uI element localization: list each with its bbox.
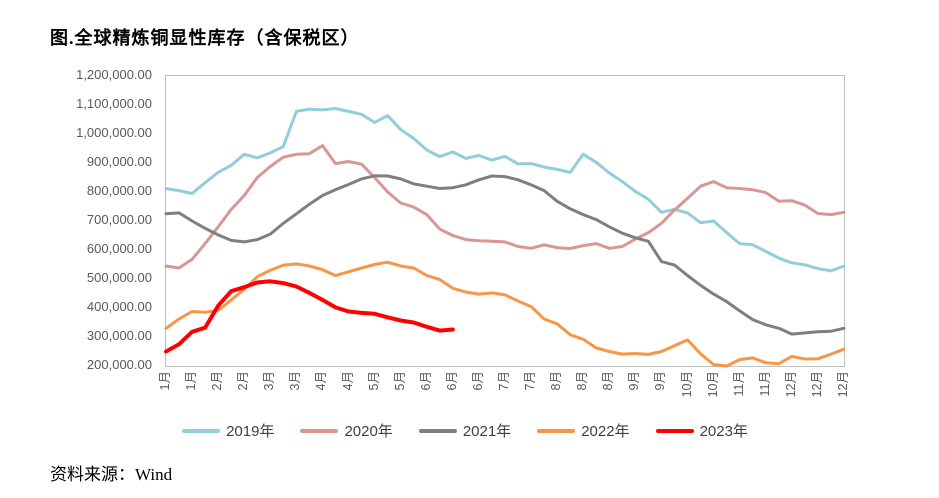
legend-label: 2022年	[581, 423, 630, 440]
source-note: 资料来源：Wind	[50, 465, 173, 484]
x-axis-tick-label: 9月	[653, 371, 668, 391]
legend-swatch-2020年	[300, 428, 339, 433]
x-axis-tick-label: 12月	[809, 371, 824, 398]
x-axis-tick-label: 3月	[288, 371, 303, 391]
y-axis-tick-label: 900,000.00	[86, 154, 152, 169]
legend-item-2021年: 2021年	[418, 420, 512, 441]
legend-swatch-2021年	[418, 428, 457, 433]
x-axis-tick-label: 4月	[314, 371, 329, 391]
legend-label: 2023年	[699, 423, 748, 440]
x-axis-tick-label: 4月	[340, 371, 355, 391]
legend-label: 2019年	[226, 423, 275, 440]
x-axis-tick-label: 2月	[236, 371, 251, 391]
x-axis-tick-label: 12月	[783, 371, 798, 398]
series-line-2022年	[164, 260, 846, 368]
legend-item-2019年: 2019年	[182, 420, 274, 441]
series-line-2023年	[164, 279, 455, 354]
x-axis-tick-label: 8月	[575, 371, 590, 391]
x-axis-tick-label: 3月	[262, 371, 277, 391]
legend-item-2023年: 2023年	[655, 420, 748, 441]
x-axis-tick-label: 1月	[158, 371, 172, 391]
x-axis-tick-label: 11月	[757, 371, 772, 397]
legend-label: 2021年	[462, 423, 512, 440]
x-axis-tick-label: 10月	[679, 371, 694, 398]
legend-swatch-2023年	[655, 428, 694, 433]
series-line-2020年	[164, 144, 846, 270]
series-line-2021年	[164, 174, 846, 336]
x-axis-tick-label: 8月	[549, 371, 564, 391]
x-axis-tick-label: 10月	[705, 371, 720, 398]
x-axis-tick-label: 6月	[418, 371, 433, 391]
y-axis-tick-label: 1,000,000.00	[76, 125, 152, 140]
x-axis-tick-label: 7月	[497, 371, 511, 391]
x-axis-tick-label: 7月	[523, 371, 538, 391]
x-axis-tick-label: 12月	[836, 371, 850, 398]
y-axis-tick-label: 400,000.00	[86, 299, 152, 314]
y-axis-tick-label: 1,100,000.00	[76, 96, 152, 111]
y-axis-tick-label: 200,000.00	[86, 357, 152, 372]
y-axis-tick-label: 700,000.00	[86, 212, 152, 227]
y-axis-tick-label: 300,000.00	[86, 328, 152, 343]
legend-swatch-2019年	[182, 428, 221, 433]
legend-swatch-2022年	[537, 428, 576, 433]
series-line-2019年	[164, 107, 846, 273]
x-axis-tick-label: 1月	[184, 371, 199, 391]
x-axis-tick-label: 5月	[392, 371, 407, 391]
chart-title: 图.全球精炼铜显性库存（含保税区）	[50, 28, 360, 48]
y-axis-tick-label: 1,200,000.00	[76, 67, 152, 82]
x-axis-tick-label: 6月	[444, 371, 459, 391]
x-axis-tick-label: 5月	[366, 371, 381, 391]
x-axis-tick-label: 8月	[601, 371, 616, 391]
x-axis-tick-label: 2月	[210, 371, 225, 391]
line-chart-plot-area	[164, 75, 846, 368]
x-axis-tick-label: 11月	[731, 371, 746, 397]
y-axis-tick-label: 500,000.00	[86, 270, 152, 285]
x-axis-tick-label: 9月	[627, 371, 642, 391]
legend-item-2022年: 2022年	[537, 420, 630, 441]
legend-item-2020年: 2020年	[300, 420, 393, 441]
x-axis-tick-label: 6月	[470, 371, 485, 391]
y-axis-tick-label: 600,000.00	[86, 241, 152, 256]
legend-label: 2020年	[344, 423, 393, 440]
y-axis-tick-label: 800,000.00	[86, 183, 152, 198]
chart-series-canvas	[164, 107, 846, 368]
chart-legend: 2019年 2020年 2021年 2022年 2023年	[126, 420, 804, 441]
